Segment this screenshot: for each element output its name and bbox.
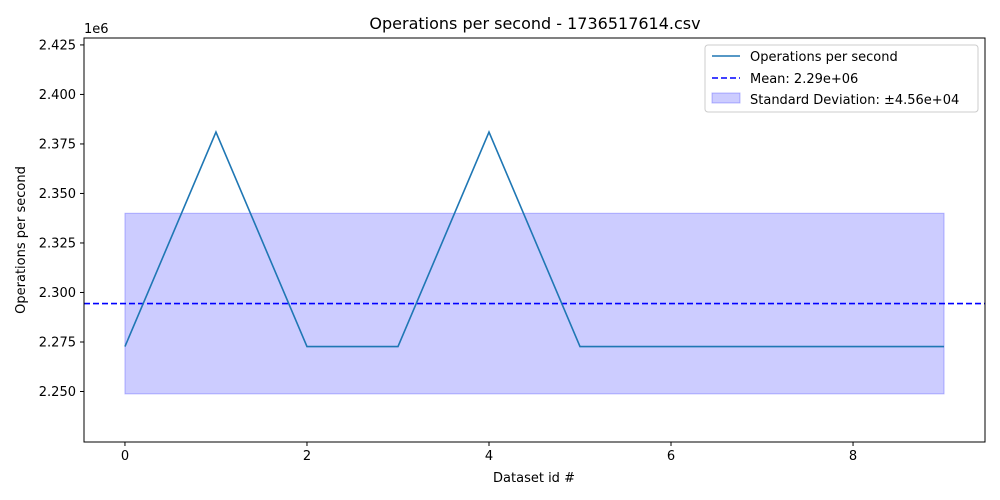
legend: Operations per second Mean: 2.29e+06 Sta… bbox=[704, 44, 979, 113]
x-tick-label: 2 bbox=[303, 449, 311, 464]
y-tick-label: 2.350 bbox=[39, 187, 76, 202]
y-axis-label: Operations per second bbox=[14, 166, 29, 314]
x-tick-label: 6 bbox=[667, 449, 675, 464]
y-tick-label: 2.325 bbox=[39, 236, 76, 251]
legend-band-swatch bbox=[711, 92, 741, 104]
chart-title: Operations per second - 1736517614.csv bbox=[369, 14, 700, 33]
y-axis-offset-label: 1e6 bbox=[84, 22, 109, 37]
y-tick-label: 2.275 bbox=[39, 335, 76, 350]
y-tick-label: 2.300 bbox=[39, 286, 76, 301]
legend-band-label: Standard Deviation: ±4.56e+04 bbox=[750, 93, 959, 108]
series-line bbox=[124, 130, 945, 348]
legend-mean-label: Mean: 2.29e+06 bbox=[750, 72, 858, 87]
x-axis: 0 2 4 6 8 bbox=[121, 442, 857, 464]
plot-area bbox=[84, 130, 985, 395]
y-tick-label: 2.400 bbox=[39, 88, 76, 103]
y-tick-label: 2.375 bbox=[39, 137, 76, 152]
legend-series-label: Operations per second bbox=[750, 50, 898, 65]
plot-frame bbox=[83, 37, 986, 443]
x-tick-label: 4 bbox=[485, 449, 493, 464]
y-tick-label: 2.250 bbox=[39, 385, 76, 400]
y-tick-label: 2.425 bbox=[39, 38, 76, 53]
x-axis-label: Dataset id # bbox=[493, 471, 575, 486]
y-axis: 2.250 2.275 2.300 2.325 2.350 2.375 2.400 2.425 bbox=[39, 38, 84, 400]
x-tick-label: 0 bbox=[121, 449, 129, 464]
x-tick-label: 8 bbox=[849, 449, 857, 464]
legend-box bbox=[704, 44, 979, 113]
